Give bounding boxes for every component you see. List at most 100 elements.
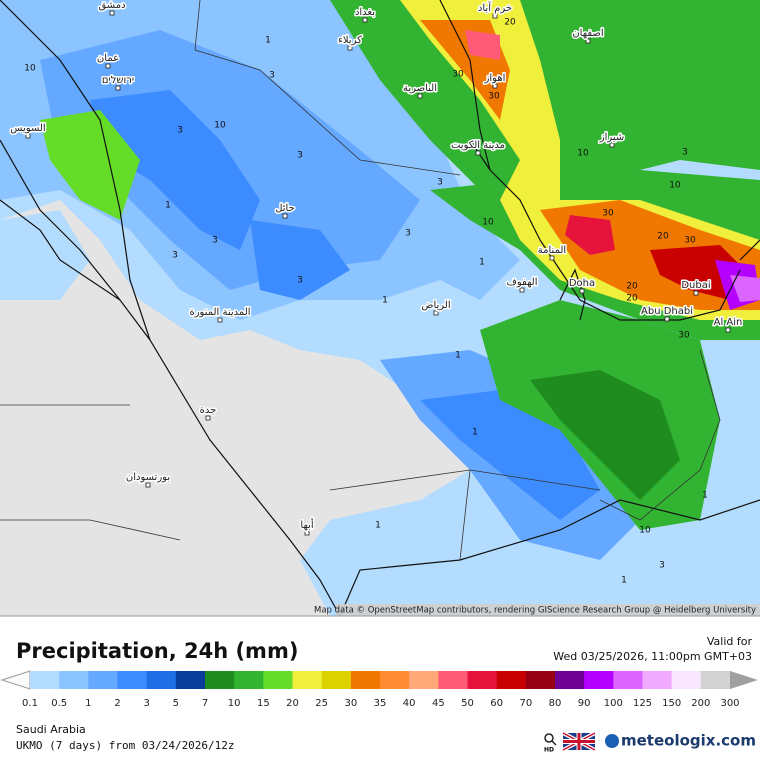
hd-icon[interactable]: HD (544, 733, 557, 754)
region: Saudi Arabia (16, 723, 86, 736)
contour-label: 30 (684, 236, 696, 246)
legend-arrow-high (730, 671, 758, 689)
legend-swatch (88, 671, 118, 689)
city-label: المدينة المنورة (189, 307, 250, 318)
contour-label: 10 (24, 64, 36, 74)
legend-label: 45 (432, 698, 445, 709)
legend-swatch (30, 671, 60, 689)
legend-swatch (117, 671, 148, 689)
legend-swatch (496, 671, 527, 689)
legend-label: 100 (604, 698, 623, 709)
legend-swatch (700, 671, 731, 689)
valid-label: Valid for (707, 635, 753, 648)
city-label: Dubai (681, 280, 710, 291)
legend-swatch (555, 671, 585, 689)
city-marker (282, 213, 288, 219)
contour-label: 3 (682, 148, 688, 158)
legend-swatch (234, 671, 264, 689)
city-label: Al Ain (714, 317, 743, 328)
city-marker (109, 10, 115, 16)
legend-label: 3 (143, 698, 149, 709)
contour-label: 10 (214, 121, 226, 131)
legend-swatch (671, 671, 702, 689)
legend-label: 90 (578, 698, 591, 709)
city-label: ירושלים (102, 75, 134, 86)
city-marker (519, 287, 525, 293)
city-marker (304, 530, 310, 536)
city-label: اصفهان (572, 28, 603, 39)
contour-label: 3 (297, 276, 303, 286)
city-marker (145, 482, 151, 488)
legend-label: 80 (549, 698, 562, 709)
legend: 0.1 0.5 1 2 3 5 7 10 15 20 25 30 35 40 45 50 60 70 80 90 100… (0, 670, 758, 709)
city-marker (105, 63, 111, 69)
city-label: جدة (200, 405, 217, 416)
contour-label: 20 (626, 294, 638, 304)
city-label: عمان (97, 53, 119, 64)
city-label: Doha (569, 278, 595, 289)
contour-label: 10 (669, 181, 681, 191)
contour-label: 30 (452, 70, 464, 80)
city-label: شيراز (599, 132, 625, 143)
legend-label: 30 (344, 698, 357, 709)
attribution: Map data © OpenStreetMap contributors, r… (314, 606, 756, 616)
city-marker (475, 150, 481, 156)
contour-label: 20 (626, 282, 638, 292)
city-label: المنامة (538, 245, 566, 256)
legend-swatch (263, 671, 293, 689)
legend-label: 40 (403, 698, 416, 709)
city-label: مدينة الكويت (451, 140, 505, 151)
contour-label: 3 (659, 561, 665, 571)
legend-swatch (525, 671, 556, 689)
model: UKMO (7 days) from 03/24/2026/12z (16, 739, 235, 752)
contour-label: 3 (212, 236, 218, 246)
valid-time: Wed 03/25/2026, 11:00pm GMT+03 (553, 650, 752, 663)
contour-label: 3 (177, 126, 183, 136)
contour-label: 10 (639, 526, 651, 536)
city-label: كربلاء (338, 35, 362, 46)
city-marker (693, 290, 699, 296)
legend-label: 1 (85, 698, 91, 709)
city-marker (549, 255, 555, 261)
city-marker (205, 415, 211, 421)
brand[interactable]: meteologix.com (605, 732, 756, 750)
legend-label: 0.5 (51, 698, 67, 709)
legend-label: 25 (315, 698, 328, 709)
contour-label: 3 (437, 178, 443, 188)
contour-label: 1 (702, 491, 708, 501)
legend-label: 15 (257, 698, 270, 709)
city-marker (725, 327, 731, 333)
legend-label: 125 (633, 698, 652, 709)
legend-swatch (642, 671, 673, 689)
city-marker (25, 133, 31, 139)
legend-label: 7 (202, 698, 208, 709)
city-label: السويس (10, 123, 45, 134)
contour-label: 1 (375, 521, 381, 531)
city-marker (433, 310, 439, 316)
city-label: دمشق (98, 0, 125, 11)
legend-swatch (59, 671, 89, 689)
legend-swatch (438, 671, 468, 689)
contour-label: 1 (472, 428, 478, 438)
contour-label: 1 (165, 201, 171, 211)
contour-label: 3 (405, 229, 411, 239)
city-label: الناصرية (403, 83, 437, 94)
legend-swatch (292, 671, 323, 689)
city-label: خرم آباد (478, 1, 512, 14)
contour-label: 30 (488, 92, 500, 102)
uk-flag[interactable] (562, 731, 596, 752)
legend-swatch (584, 671, 614, 689)
legend-swatch (205, 671, 235, 689)
title: Precipitation, 24h (mm) (16, 639, 298, 663)
hd-label: HD (544, 747, 554, 754)
legend-label: 60 (490, 698, 503, 709)
city-marker (585, 38, 591, 44)
city-label: الرياض (421, 300, 450, 311)
contour-label: 1 (479, 258, 485, 268)
city-label: حائل (275, 203, 295, 214)
city-marker (579, 288, 585, 294)
city-marker (217, 317, 223, 323)
legend-label: 70 (519, 698, 532, 709)
city-label: بغداد (355, 7, 375, 18)
